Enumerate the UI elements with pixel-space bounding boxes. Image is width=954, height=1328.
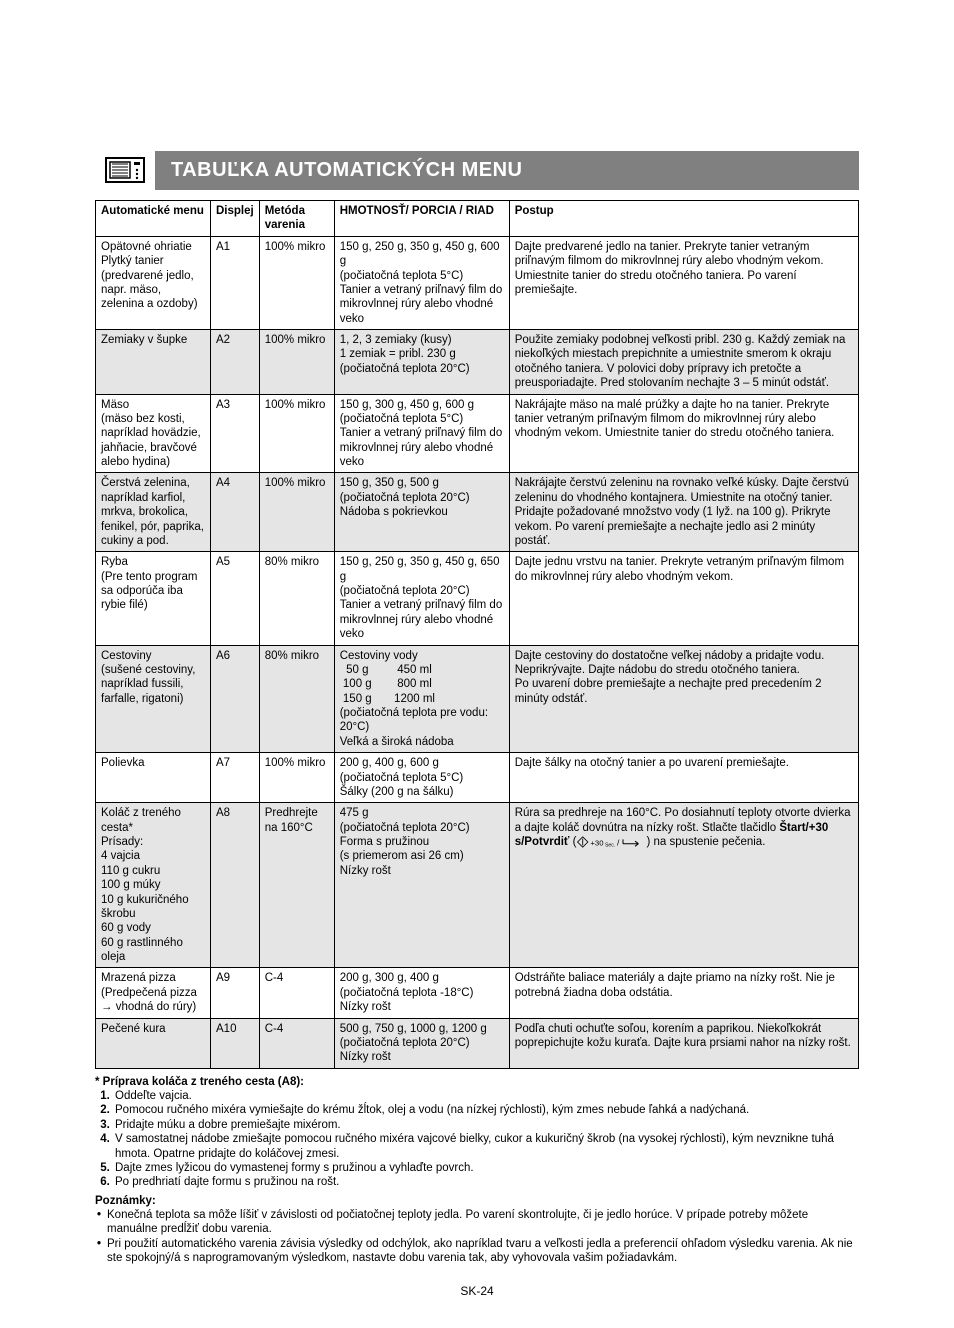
cell-method: 100% mikro bbox=[259, 753, 334, 803]
cell-weight: 200 g, 400 g, 600 g(počiatočná teplota 5… bbox=[334, 753, 509, 803]
cell-method: C-4 bbox=[259, 1018, 334, 1068]
cell-menu: Pečené kura bbox=[96, 1018, 211, 1068]
cell-menu: Opätovné ohriatiePlytký tanier(predvaren… bbox=[96, 236, 211, 329]
cell-method: Predhrejte na 160°C bbox=[259, 803, 334, 968]
th-display: Displej bbox=[211, 201, 260, 237]
cell-menu: Mäso(mäso bez kosti, napríklad hovädzie,… bbox=[96, 394, 211, 473]
cell-display: A1 bbox=[211, 236, 260, 329]
table-row: Cestoviny(sušené cestoviny, napríklad fu… bbox=[96, 645, 859, 753]
cell-display: A3 bbox=[211, 394, 260, 473]
cell-procedure: Dajte cestoviny do dostatočne veľkej nád… bbox=[509, 645, 858, 753]
cake-prep-title: * Príprava koláča z treného cesta (A8): bbox=[95, 1075, 859, 1089]
cell-display: A5 bbox=[211, 552, 260, 645]
cell-method: 100% mikro bbox=[259, 473, 334, 552]
cake-step: Oddeľte vajcia. bbox=[113, 1089, 859, 1103]
cell-procedure: Dajte šálky na otočný tanier a po uvaren… bbox=[509, 753, 858, 803]
table-row: Opätovné ohriatiePlytký tanier(predvaren… bbox=[96, 236, 859, 329]
cell-weight: 150 g, 350 g, 500 g(počiatočná teplota 2… bbox=[334, 473, 509, 552]
cell-procedure: Podľa chuti ochuťte soľou, korením a pap… bbox=[509, 1018, 858, 1068]
cell-display: A9 bbox=[211, 968, 260, 1018]
notes-title: Poznámky: bbox=[95, 1194, 859, 1208]
th-menu: Automatické menu bbox=[96, 201, 211, 237]
cake-step: V samostatnej nádobe zmiešajte pomocou r… bbox=[113, 1132, 859, 1161]
table-row: Ryba(Pre tento program sa odporúča iba r… bbox=[96, 552, 859, 645]
svg-text:+30: +30 bbox=[591, 838, 604, 847]
auto-menu-table: Automatické menu Displej Metóda varenia … bbox=[95, 200, 859, 1069]
th-procedure: Postup bbox=[509, 201, 858, 237]
cake-steps-list: Oddeľte vajcia.Pomocou ručného mixéra vy… bbox=[95, 1089, 859, 1190]
cell-display: A10 bbox=[211, 1018, 260, 1068]
cell-method: 100% mikro bbox=[259, 236, 334, 329]
svg-text:Sec.: Sec. bbox=[605, 842, 615, 848]
microwave-icon bbox=[95, 150, 155, 190]
cell-display: A8 bbox=[211, 803, 260, 968]
cell-procedure: Použite zemiaky podobnej veľkosti pribl.… bbox=[509, 330, 858, 395]
cell-display: A7 bbox=[211, 753, 260, 803]
note-item: Konečná teplota sa môže líšiť v závislos… bbox=[95, 1208, 859, 1237]
cell-procedure: Nakrájajte čerstvú zeleninu na rovnako v… bbox=[509, 473, 858, 552]
table-row: PolievkaA7100% mikro200 g, 400 g, 600 g(… bbox=[96, 753, 859, 803]
table-row: Koláč z treného cesta*Prísady:4 vajcia11… bbox=[96, 803, 859, 968]
cell-menu: Čerstvá zelenina, napríklad karfiol, mrk… bbox=[96, 473, 211, 552]
cell-display: A6 bbox=[211, 645, 260, 753]
cell-menu: Mrazená pizza(Predpečená pizza → vhodná … bbox=[96, 968, 211, 1018]
cell-menu: Koláč z treného cesta*Prísady:4 vajcia11… bbox=[96, 803, 211, 968]
cell-weight: 475 g(počiatočná teplota 20°C)Forma s pr… bbox=[334, 803, 509, 968]
table-header-row: Automatické menu Displej Metóda varenia … bbox=[96, 201, 859, 237]
cell-procedure: Odstráňte baliace materiály a dajte pria… bbox=[509, 968, 858, 1018]
table-row: Čerstvá zelenina, napríklad karfiol, mrk… bbox=[96, 473, 859, 552]
cake-step: Pridajte múku a dobre premiešajte mixéro… bbox=[113, 1118, 859, 1132]
cell-menu: Polievka bbox=[96, 753, 211, 803]
cake-prep-section: * Príprava koláča z treného cesta (A8): … bbox=[95, 1075, 859, 1266]
cell-weight: 150 g, 300 g, 450 g, 600 g(počiatočná te… bbox=[334, 394, 509, 473]
cake-step: Dajte zmes lyžicou do vymastenej formy s… bbox=[113, 1161, 859, 1175]
cell-weight: 200 g, 300 g, 400 g(počiatočná teplota -… bbox=[334, 968, 509, 1018]
cell-menu: Cestoviny(sušené cestoviny, napríklad fu… bbox=[96, 645, 211, 753]
cell-procedure: Nakrájajte mäso na malé prúžky a dajte h… bbox=[509, 394, 858, 473]
title-bar: TABUĽKA AUTOMATICKÝCH MENU bbox=[95, 150, 859, 190]
cell-weight: 150 g, 250 g, 350 g, 450 g, 600 g(počiat… bbox=[334, 236, 509, 329]
cell-method: 80% mikro bbox=[259, 552, 334, 645]
cell-display: A4 bbox=[211, 473, 260, 552]
cell-weight: Cestoviny vody 50 g 450 ml 100 g 800 ml … bbox=[334, 645, 509, 753]
cell-procedure: Dajte predvarené jedlo na tanier. Prekry… bbox=[509, 236, 858, 329]
page-title: TABUĽKA AUTOMATICKÝCH MENU bbox=[155, 151, 859, 190]
table-row: Mäso(mäso bez kosti, napríklad hovädzie,… bbox=[96, 394, 859, 473]
cell-procedure: Dajte jednu vrstvu na tanier. Prekryte v… bbox=[509, 552, 858, 645]
note-item: Pri použití automatického varenia závisi… bbox=[95, 1237, 859, 1266]
table-row: Mrazená pizza(Predpečená pizza → vhodná … bbox=[96, 968, 859, 1018]
cell-weight: 1, 2, 3 zemiaky (kusy)1 zemiak = pribl. … bbox=[334, 330, 509, 395]
cake-step: Pomocou ručného mixéra vymiešajte do kré… bbox=[113, 1103, 859, 1117]
cell-weight: 150 g, 250 g, 350 g, 450 g, 650 g(počiat… bbox=[334, 552, 509, 645]
table-row: Zemiaky v šupkeA2100% mikro1, 2, 3 zemia… bbox=[96, 330, 859, 395]
cell-menu: Zemiaky v šupke bbox=[96, 330, 211, 395]
cell-display: A2 bbox=[211, 330, 260, 395]
th-method: Metóda varenia bbox=[259, 201, 334, 237]
svg-text:/: / bbox=[617, 837, 620, 847]
notes-list: Konečná teplota sa môže líšiť v závislos… bbox=[95, 1208, 859, 1266]
cake-step: Po predhriatí dajte formu s pružinou na … bbox=[113, 1175, 859, 1189]
cell-weight: 500 g, 750 g, 1000 g, 1200 g(počiatočná … bbox=[334, 1018, 509, 1068]
cell-method: 100% mikro bbox=[259, 330, 334, 395]
cell-menu: Ryba(Pre tento program sa odporúča iba r… bbox=[96, 552, 211, 645]
table-row: Pečené kuraA10C-4500 g, 750 g, 1000 g, 1… bbox=[96, 1018, 859, 1068]
cell-procedure: Rúra sa predhreje na 160°C. Po dosiahnut… bbox=[509, 803, 858, 968]
th-weight: HMOTNOSŤ/ PORCIA / RIAD bbox=[334, 201, 509, 237]
cell-method: C-4 bbox=[259, 968, 334, 1018]
cell-method: 100% mikro bbox=[259, 394, 334, 473]
cell-method: 80% mikro bbox=[259, 645, 334, 753]
